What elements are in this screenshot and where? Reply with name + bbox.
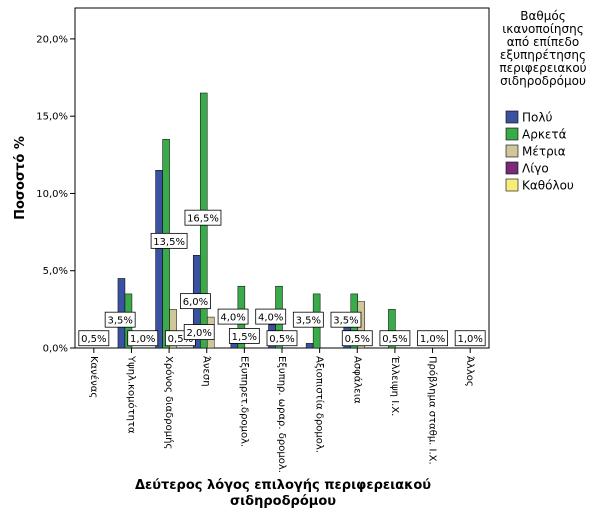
data-label: 2,0% [183,324,215,340]
x-tick-label: Κανένας [88,356,100,398]
svg-text:1,0%: 1,0% [457,334,482,345]
x-axis: Κανένας Υψηλ.κομότητα Χρόνος διαδρομής Άνεσ… [88,348,476,473]
data-label: 0,5% [266,330,298,347]
legend-swatch [505,144,519,158]
svg-text:3,5%: 3,5% [107,316,132,327]
data-label: 16,5% [184,209,222,226]
y-tick-label: 0,0% [43,344,68,355]
legend-title-line: ικανοποίησης [502,22,584,36]
legend-label: Μέτρια [522,145,566,159]
x-axis-title-line-2: σιδηροδρόμου [230,494,336,509]
svg-text:4,0%: 4,0% [258,313,283,324]
x-tick-label: Άνεση [201,356,213,387]
svg-text:1,0%: 1,0% [420,334,445,345]
legend-item: Πολύ [505,110,552,125]
svg-text:2,0%: 2,0% [186,328,211,339]
legend-item: Λίγο [505,161,549,176]
data-label: 13,5% [150,232,188,249]
x-tick-label: Αξιοπιστία δρομολ. [314,356,326,453]
data-label: 3,5% [104,311,136,328]
bar [169,309,177,349]
x-tick-label: Υψηλ.κομότητα [125,355,137,434]
legend-title-line: εξυπηρέτησης [500,48,586,62]
data-label: 1,0% [127,330,159,347]
data-label: 1,0% [417,330,448,347]
svg-text:0,5%: 0,5% [382,334,407,345]
legend-title-line: από επίπεδο [507,35,579,49]
legend-label: Καθόλου [522,179,574,193]
data-label: 3,5% [330,311,362,328]
legend-swatch [505,178,519,192]
legend-title-line: Βαθμός [520,9,566,23]
legend-label: Αρκετά [522,128,567,142]
x-tick-label: Χρόνος διαδρομής [163,356,175,449]
svg-text:0,5%: 0,5% [269,334,294,345]
legend-swatch [505,127,519,141]
data-label: 3,5% [292,311,324,328]
x-tick-label: Έλλειψη Ι.Χ. [389,355,401,416]
svg-text:0,5%: 0,5% [345,334,370,345]
data-label: 6,0% [180,293,211,310]
svg-text:6,0%: 6,0% [183,297,208,308]
y-tick-label: 5,0% [43,266,68,277]
legend-item: Μέτρια [505,144,566,159]
data-label: 1,0% [454,330,486,347]
legend-item: Αρκετά [505,127,567,142]
legend-swatch [505,110,519,124]
bar [155,170,163,349]
x-tick-label: Άλλος [464,356,476,387]
y-tick-label: 10,0% [36,189,68,200]
svg-text:13,5%: 13,5% [153,237,185,248]
svg-text:16,5%: 16,5% [187,214,219,225]
y-tick-label: 15,0% [36,112,68,123]
bar [388,309,396,349]
legend-title-line: σιδηροδρόμου [500,74,586,88]
svg-text:3,5%: 3,5% [296,316,321,327]
y-axis-title: Ποσοστό % [13,136,28,220]
data-label: 0,5% [78,330,110,347]
data-label: 0,5% [379,330,411,347]
data-label: 4,0% [255,308,287,325]
x-tick-label: Εξυπηρετ.δρομολ. [238,356,249,447]
svg-text:0,5%: 0,5% [168,334,193,345]
y-tick-label: 20,0% [36,34,68,45]
data-label: 4,0% [217,308,249,325]
x-tick-label: Ασφάλεια [351,356,363,404]
x-axis-title-line-1: Δεύτερος λόγος επιλογής περιφερειακού [135,478,431,493]
x-tick-label: Εξυπηρ. ωραρ. δρομολ. [276,356,287,473]
legend-title-line: περιφερειακού [499,61,586,75]
legend-item: Καθόλου [505,178,574,193]
svg-text:4,0%: 4,0% [220,313,245,324]
svg-text:1,0%: 1,0% [130,334,155,345]
x-tick-label: Πρόβλημα σταθμ. Ι.Χ. [427,356,439,465]
svg-text:1,5%: 1,5% [232,332,257,343]
bar [230,343,239,349]
legend-label: Λίγο [522,162,549,176]
data-label: 1,5% [228,328,260,344]
svg-text:0,5%: 0,5% [81,334,106,345]
data-label: 0,5% [341,330,373,347]
data-labels-group: 0,5%3,5%1,0%13,5%0,5%16,5%6,0%2,0%4,0%1,… [78,209,486,347]
legend-label: Πολύ [522,111,552,125]
bar [305,343,314,349]
svg-text:3,5%: 3,5% [333,316,358,327]
y-axis: 0,0% 5,0% 10,0% 15,0% 20,0% [36,34,75,355]
legend-swatch [505,161,519,175]
